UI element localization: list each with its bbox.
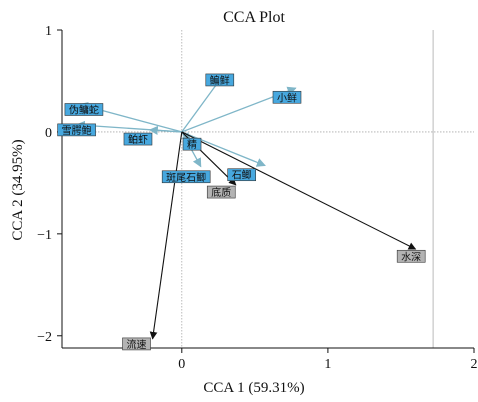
species-label-box-3 (205, 73, 235, 87)
arrow-layer (75, 75, 417, 340)
species-label-text-0: 伪鳙蛇 (69, 104, 99, 117)
species-arrow-6 (181, 131, 266, 167)
axes: 0 1 2 1 0 −1 −2 (37, 24, 477, 372)
chart-title: CCA Plot (223, 9, 285, 26)
species-label-text-2: 鲌虾 (128, 133, 148, 146)
species-label-1: 雪腭鲍 (57, 123, 96, 137)
species-label-2: 鲌虾 (123, 132, 153, 146)
environment-label-box-0 (206, 185, 236, 199)
y-axis-label: CCA 2 (34.95%) (10, 139, 26, 240)
species-label-box-5 (182, 137, 202, 151)
species-label-box-2 (123, 132, 153, 146)
species-label-text-3: 鳊鲜 (210, 74, 230, 87)
reference-lines (62, 30, 474, 348)
species-label-box-4 (272, 90, 302, 104)
environment-label-0: 底质 (206, 185, 236, 199)
x-tick-label-2: 2 (471, 357, 478, 372)
species-label-box-7 (161, 170, 211, 184)
species-label-text-4: 小鲜 (277, 91, 297, 104)
environment-label-text-1: 水深 (401, 251, 421, 263)
environment-label-text-2: 流速 (127, 338, 147, 351)
species-label-6: 石鲫 (227, 168, 257, 182)
species-label-text-6: 石鲫 (232, 169, 252, 182)
species-arrow-2 (148, 125, 182, 135)
species-label-box-0 (64, 103, 104, 116)
species-label-4: 小鲜 (272, 90, 302, 104)
environment-label-box-1 (396, 249, 426, 263)
environment-label-2: 流速 (122, 337, 151, 351)
environment-label-1: 水深 (396, 249, 426, 263)
species-label-box-6 (227, 168, 257, 182)
species-label-text-1: 雪腭鲍 (62, 124, 92, 137)
species-label-7: 斑尾石鲫 (161, 170, 211, 184)
species-label-text-7: 斑尾石鲫 (166, 171, 206, 184)
species-label-3: 鳊鲜 (205, 73, 235, 87)
x-axis-label: CCA 1 (59.31%) (203, 380, 304, 396)
species-label-text-5: 精 (187, 138, 197, 151)
species-label-box-1 (57, 123, 96, 137)
y-tick-label--2: −2 (37, 330, 52, 345)
x-tick-label-0: 0 (178, 357, 185, 372)
y-tick-label--1: −1 (37, 228, 52, 243)
environment-label-box-2 (122, 337, 151, 351)
environment-label-text-0: 底质 (211, 186, 231, 199)
x-tick-label-1: 1 (324, 357, 331, 372)
species-label-5: 精 (182, 137, 202, 151)
y-tick-label-1: 1 (45, 24, 52, 39)
y-tick-label-0: 0 (45, 126, 52, 141)
environment-arrow-1 (181, 131, 417, 250)
environment-arrow-2 (149, 131, 183, 340)
species-label-0: 伪鳙蛇 (64, 103, 104, 117)
